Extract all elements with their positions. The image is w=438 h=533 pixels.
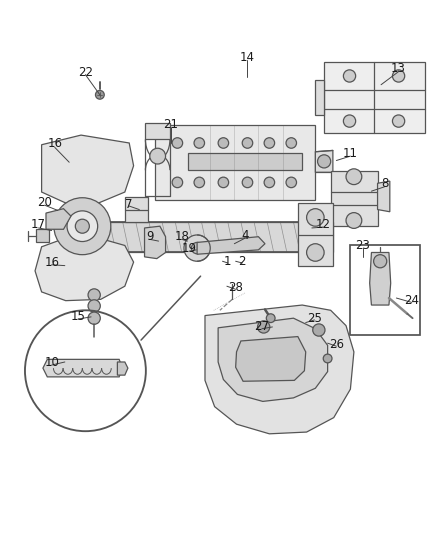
Circle shape [54, 198, 111, 255]
Circle shape [264, 138, 275, 148]
Circle shape [194, 177, 205, 188]
Circle shape [150, 148, 166, 164]
Circle shape [318, 155, 331, 168]
Polygon shape [35, 238, 134, 301]
Polygon shape [197, 237, 265, 254]
Polygon shape [236, 336, 306, 381]
Polygon shape [46, 209, 71, 229]
Text: 27: 27 [254, 320, 269, 334]
Polygon shape [218, 318, 328, 401]
Circle shape [323, 354, 332, 363]
Circle shape [172, 138, 183, 148]
Text: 11: 11 [343, 147, 358, 160]
Circle shape [184, 235, 210, 261]
Polygon shape [370, 253, 391, 305]
Text: 19: 19 [182, 243, 197, 255]
Polygon shape [36, 229, 49, 243]
Polygon shape [145, 226, 166, 259]
Polygon shape [155, 125, 315, 200]
Circle shape [95, 91, 104, 99]
Circle shape [343, 70, 356, 82]
Text: 8: 8 [381, 177, 388, 190]
Polygon shape [83, 222, 333, 253]
Text: 2: 2 [238, 255, 246, 268]
Circle shape [75, 219, 89, 233]
Circle shape [346, 213, 362, 229]
Circle shape [194, 138, 205, 148]
Polygon shape [43, 359, 123, 377]
Text: 7: 7 [125, 198, 133, 211]
Text: 16: 16 [44, 256, 59, 269]
Circle shape [172, 177, 183, 188]
Circle shape [392, 70, 405, 82]
Text: 4: 4 [241, 229, 249, 243]
Text: 26: 26 [329, 338, 344, 351]
Circle shape [88, 289, 100, 301]
Polygon shape [145, 123, 170, 140]
Polygon shape [205, 305, 354, 434]
Text: 15: 15 [71, 310, 85, 324]
Circle shape [286, 138, 297, 148]
Circle shape [343, 115, 356, 127]
Circle shape [392, 115, 405, 127]
Polygon shape [378, 181, 390, 212]
Text: 28: 28 [228, 281, 243, 294]
Text: 24: 24 [404, 294, 419, 307]
Polygon shape [315, 80, 324, 115]
Circle shape [67, 211, 98, 241]
Circle shape [286, 177, 297, 188]
Bar [188, 152, 302, 170]
Text: 12: 12 [316, 219, 331, 231]
Circle shape [218, 138, 229, 148]
Text: 13: 13 [391, 62, 406, 75]
Text: 23: 23 [355, 239, 370, 252]
Text: 10: 10 [44, 357, 59, 369]
Polygon shape [42, 135, 134, 203]
Text: 16: 16 [47, 138, 62, 150]
Circle shape [258, 321, 270, 333]
Circle shape [307, 244, 324, 261]
Circle shape [242, 138, 253, 148]
Text: 25: 25 [307, 312, 322, 325]
Text: 1: 1 [224, 255, 232, 268]
Circle shape [242, 177, 253, 188]
Circle shape [218, 177, 229, 188]
Circle shape [88, 300, 100, 312]
Polygon shape [315, 150, 333, 172]
Circle shape [307, 209, 324, 226]
Text: 22: 22 [78, 67, 93, 79]
Polygon shape [331, 171, 378, 226]
Text: 9: 9 [146, 230, 154, 243]
Polygon shape [117, 362, 128, 375]
Circle shape [313, 324, 325, 336]
Circle shape [191, 243, 203, 254]
Text: 14: 14 [240, 51, 255, 63]
Text: 20: 20 [37, 197, 52, 209]
Circle shape [266, 314, 275, 322]
Polygon shape [125, 197, 148, 222]
Circle shape [88, 312, 100, 324]
Polygon shape [298, 203, 333, 265]
Circle shape [264, 177, 275, 188]
Text: 18: 18 [174, 230, 189, 243]
Text: 17: 17 [31, 219, 46, 231]
Circle shape [374, 255, 387, 268]
Circle shape [346, 169, 362, 184]
Bar [350, 246, 420, 335]
Polygon shape [324, 61, 425, 133]
Text: 21: 21 [163, 118, 178, 131]
